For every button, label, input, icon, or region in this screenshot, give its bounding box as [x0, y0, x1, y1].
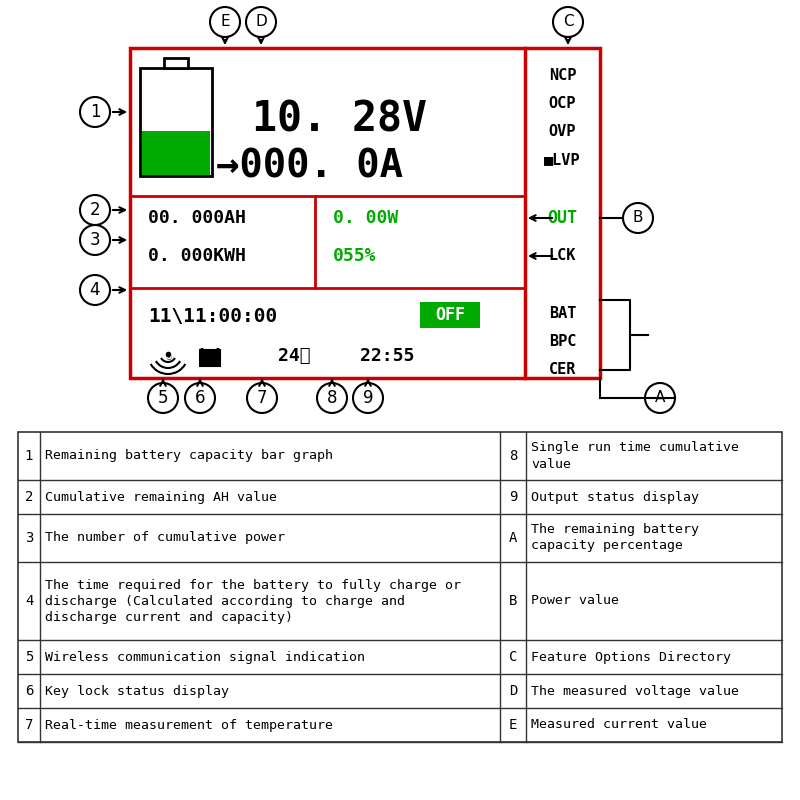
- Text: E: E: [509, 718, 517, 732]
- Text: 8: 8: [326, 389, 338, 407]
- Text: OUT: OUT: [547, 209, 578, 227]
- Text: 5: 5: [158, 389, 168, 407]
- Circle shape: [623, 203, 653, 233]
- Text: C: C: [509, 650, 517, 664]
- Text: The time required for the battery to fully charge or: The time required for the battery to ful…: [45, 578, 461, 591]
- Text: 10. 28V: 10. 28V: [253, 99, 427, 141]
- Text: 22:55: 22:55: [360, 347, 414, 365]
- Text: The remaining battery: The remaining battery: [531, 523, 699, 537]
- Text: BPC: BPC: [549, 334, 576, 350]
- Text: The measured voltage value: The measured voltage value: [531, 685, 739, 698]
- Text: OCP: OCP: [549, 97, 576, 111]
- Circle shape: [80, 97, 110, 127]
- Text: E: E: [220, 14, 230, 30]
- Bar: [140, 68, 212, 176]
- Text: discharge (Calculated according to charge and: discharge (Calculated according to charg…: [45, 594, 405, 607]
- Text: D: D: [255, 14, 267, 30]
- Text: 6: 6: [25, 684, 33, 698]
- Text: 9: 9: [362, 389, 374, 407]
- Text: Power value: Power value: [531, 594, 619, 607]
- Text: 7: 7: [257, 389, 267, 407]
- Text: 3: 3: [25, 531, 33, 545]
- Text: Single run time cumulative: Single run time cumulative: [531, 442, 739, 454]
- Text: discharge current and capacity): discharge current and capacity): [45, 610, 293, 623]
- Text: Wireless communication signal indication: Wireless communication signal indication: [45, 650, 365, 663]
- Text: 6: 6: [194, 389, 206, 407]
- Bar: [142, 130, 210, 175]
- Text: value: value: [531, 458, 571, 470]
- Text: 5: 5: [25, 650, 33, 664]
- Circle shape: [247, 383, 277, 413]
- Text: 24℃: 24℃: [278, 347, 310, 365]
- Bar: [164, 58, 188, 68]
- Text: 0. 00W: 0. 00W: [333, 209, 398, 227]
- Text: A: A: [509, 531, 517, 545]
- Text: ■LVP: ■LVP: [544, 153, 581, 167]
- Text: 055%: 055%: [333, 247, 377, 265]
- Text: A: A: [655, 390, 665, 406]
- Text: OVP: OVP: [549, 125, 576, 139]
- Circle shape: [317, 383, 347, 413]
- Text: 2: 2: [90, 201, 100, 219]
- Text: ☉: ☉: [165, 355, 171, 361]
- Text: B: B: [509, 594, 517, 608]
- Text: 0. 000KWH: 0. 000KWH: [148, 247, 246, 265]
- Circle shape: [148, 383, 178, 413]
- Circle shape: [80, 195, 110, 225]
- Text: Remaining battery capacity bar graph: Remaining battery capacity bar graph: [45, 450, 333, 462]
- Text: 3: 3: [90, 231, 100, 249]
- Text: 7: 7: [25, 718, 33, 732]
- Circle shape: [210, 7, 240, 37]
- Text: Measured current value: Measured current value: [531, 718, 707, 731]
- Text: 8: 8: [509, 449, 517, 463]
- Text: The number of cumulative power: The number of cumulative power: [45, 531, 285, 545]
- Text: Key lock status display: Key lock status display: [45, 685, 229, 698]
- Circle shape: [80, 225, 110, 255]
- Text: C: C: [562, 14, 574, 30]
- Text: 4: 4: [90, 281, 100, 299]
- Text: B: B: [633, 210, 643, 226]
- Text: capacity percentage: capacity percentage: [531, 539, 683, 553]
- Text: CER: CER: [549, 362, 576, 378]
- Bar: [420, 302, 480, 328]
- Text: 4: 4: [25, 594, 33, 608]
- Text: Feature Options Directory: Feature Options Directory: [531, 650, 731, 663]
- Text: Real-time measurement of temperature: Real-time measurement of temperature: [45, 718, 333, 731]
- Text: Output status display: Output status display: [531, 490, 699, 503]
- Text: Cumulative remaining AH value: Cumulative remaining AH value: [45, 490, 277, 503]
- Text: 2: 2: [25, 490, 33, 504]
- Circle shape: [645, 383, 675, 413]
- Circle shape: [80, 275, 110, 305]
- Text: LCK: LCK: [549, 249, 576, 263]
- Text: 00. 000AH: 00. 000AH: [148, 209, 246, 227]
- Circle shape: [246, 7, 276, 37]
- Text: 1: 1: [25, 449, 33, 463]
- Text: NCP: NCP: [549, 69, 576, 83]
- Text: D: D: [509, 684, 517, 698]
- Circle shape: [185, 383, 215, 413]
- Bar: [18, 432, 782, 742]
- Text: OFF: OFF: [435, 306, 465, 324]
- Text: BAT: BAT: [549, 306, 576, 322]
- Bar: [200, 350, 220, 366]
- Text: 1: 1: [90, 103, 100, 121]
- Circle shape: [553, 7, 583, 37]
- Text: 11\11:00:00: 11\11:00:00: [148, 306, 278, 326]
- Text: →000. 0A: →000. 0A: [217, 147, 403, 185]
- Circle shape: [353, 383, 383, 413]
- Text: 9: 9: [509, 490, 517, 504]
- Bar: [130, 48, 600, 378]
